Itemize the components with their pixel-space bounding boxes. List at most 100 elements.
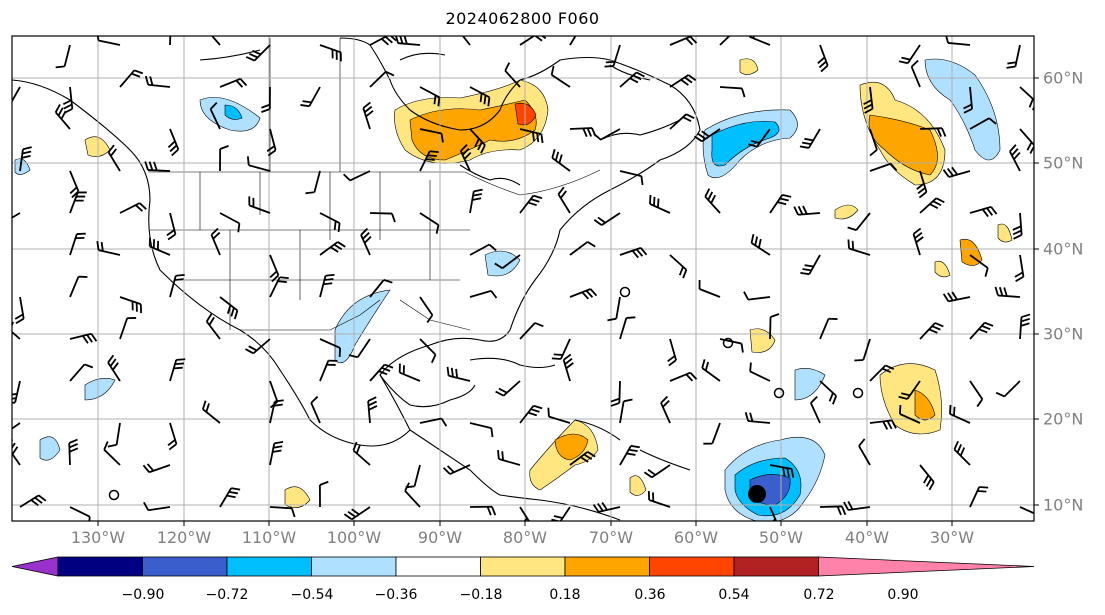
wind-barb [610, 380, 621, 407]
wind-barb [995, 380, 1021, 398]
wind-barb [898, 380, 921, 400]
wind-barb [305, 170, 321, 195]
wind-barb [969, 254, 989, 277]
wind-barb [469, 128, 486, 154]
wind-barb [647, 490, 671, 508]
wind-barb [916, 170, 928, 199]
wind-barb [898, 44, 921, 65]
wind-barb [69, 275, 88, 298]
lat-label-20n: 20°N [1043, 409, 1084, 429]
wind-barb [619, 170, 644, 186]
lon-label-70w: 70°W [588, 528, 634, 547]
wind-barb [12, 380, 21, 404]
wind-barb [419, 86, 441, 107]
wind-barb [769, 506, 778, 521]
wind-barb [442, 464, 471, 475]
wind-barb [619, 71, 645, 88]
wind-barb [469, 188, 483, 214]
wind-barb [660, 395, 671, 424]
wind-barb [942, 291, 971, 303]
wind-barb [769, 193, 792, 214]
wind-barb [12, 86, 21, 103]
wind-barb [819, 505, 847, 516]
wind-barb [1019, 313, 1031, 340]
wind-barb [669, 113, 695, 130]
wind-barb [19, 146, 32, 172]
wind-barb [369, 363, 394, 382]
wind-barb [945, 36, 971, 46]
wind-barb [269, 441, 284, 466]
wind-barb [519, 194, 543, 214]
wind-barb [469, 289, 498, 299]
wind-barb [969, 206, 998, 218]
wind-barb [269, 506, 296, 518]
wind-barb [604, 44, 621, 68]
wind-barb [169, 358, 186, 382]
wind-barb [14, 296, 25, 325]
lon-label-50w: 50°W [758, 528, 804, 547]
wind-barb [593, 212, 621, 226]
lon-label-40w: 40°W [844, 528, 890, 547]
wind-barb [869, 162, 898, 172]
wind-barb [749, 362, 771, 382]
wind-barb [994, 286, 1021, 298]
wind-barb [69, 506, 91, 521]
wind-barb [210, 36, 221, 46]
wind-barb [369, 212, 396, 223]
storm-center-marker [748, 485, 766, 503]
wind-barb [869, 419, 897, 430]
wind-barb [519, 506, 530, 521]
wind-barb [319, 241, 346, 256]
wind-barb [210, 227, 221, 256]
wind-barb [419, 417, 448, 427]
wind-barb [219, 145, 229, 172]
wind-barb [144, 161, 171, 172]
wind-barb [793, 205, 821, 216]
wind-barb [310, 395, 321, 424]
wind-barb [244, 338, 271, 355]
wind-barb [593, 128, 621, 141]
wind-barb [969, 486, 989, 508]
wind-barb [748, 128, 771, 148]
wind-barb [494, 254, 521, 269]
wind-barb [69, 191, 87, 214]
calm-circles [108, 286, 864, 501]
wind-barb [703, 422, 721, 445]
wind-barb [219, 212, 241, 233]
map-frame [11, 35, 1035, 522]
coastlines [12, 37, 701, 521]
wind-barb [362, 101, 374, 130]
wind-barb [266, 128, 277, 157]
wind-barb [800, 254, 821, 276]
wind-barb [562, 353, 574, 382]
wind-barb [869, 364, 895, 382]
map-title: 2024062800 F060 [445, 9, 600, 28]
wind-barb [419, 296, 434, 324]
wind-barb [810, 395, 821, 424]
wind-barb [107, 422, 121, 448]
colorbar-tick-label: 0.36 [634, 587, 666, 603]
wind-barb [698, 279, 721, 298]
wind-barb [497, 450, 521, 466]
wind-barb [769, 464, 795, 478]
wind-barb [352, 441, 371, 466]
wind-barb [557, 186, 571, 214]
wind-barb [719, 338, 744, 353]
colorbar-tick-label: −0.36 [374, 587, 418, 603]
graticule [12, 36, 1034, 521]
wind-barb [367, 396, 378, 424]
wind-barb [799, 128, 821, 149]
lat-label-60n: 60°N [1043, 68, 1084, 88]
wind-barb [169, 273, 185, 298]
wind-barb [319, 44, 342, 62]
wind-barb [519, 404, 543, 424]
wind-barb [1014, 254, 1025, 282]
wind-barb [551, 338, 571, 360]
wind-barb [899, 404, 921, 424]
colorbar-swatch [311, 556, 397, 577]
wind-barb [219, 78, 248, 88]
wind-barb [261, 86, 271, 113]
wind-barb [504, 62, 521, 88]
wind-barb [969, 380, 984, 408]
wind-barb [919, 322, 944, 340]
